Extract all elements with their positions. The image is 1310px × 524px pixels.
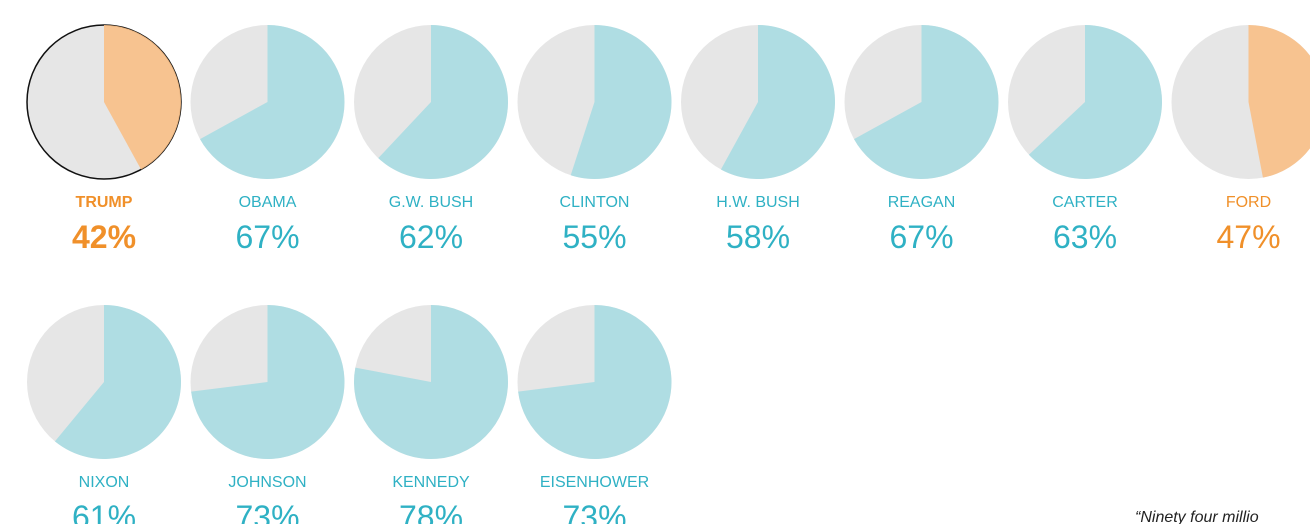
approval-label: 58% (726, 219, 790, 255)
president-name: CLINTON (560, 194, 630, 211)
approval-label: 67% (235, 219, 299, 255)
president-name: OBAMA (239, 194, 297, 211)
president-name: G.W. BUSH (389, 194, 473, 211)
president-name: NIXON (79, 474, 130, 491)
approval-label: 55% (562, 219, 626, 255)
president-name: KENNEDY (392, 474, 470, 491)
approval-label: 42% (72, 219, 136, 255)
president-name: FORD (1226, 194, 1271, 211)
approval-label: 47% (1216, 219, 1280, 255)
note: “Ninety four millio (1135, 509, 1259, 524)
approval-label: 78% (399, 499, 463, 524)
chart: “Ninety four millio TRUMP 42% OBAMA 67% G.W.… (0, 0, 1310, 524)
approval-label: 62% (399, 219, 463, 255)
approval-label: 61% (72, 499, 136, 524)
approval-label: 73% (562, 499, 626, 524)
approval-label: 73% (235, 499, 299, 524)
president-name: CARTER (1052, 194, 1118, 211)
president-name: REAGAN (888, 194, 956, 211)
approval-label: 63% (1053, 219, 1117, 255)
president-name: TRUMP (76, 194, 133, 211)
approval-label: 67% (889, 219, 953, 255)
president-name: EISENHOWER (540, 474, 649, 491)
president-name: JOHNSON (228, 474, 306, 491)
president-name: H.W. BUSH (716, 194, 800, 211)
